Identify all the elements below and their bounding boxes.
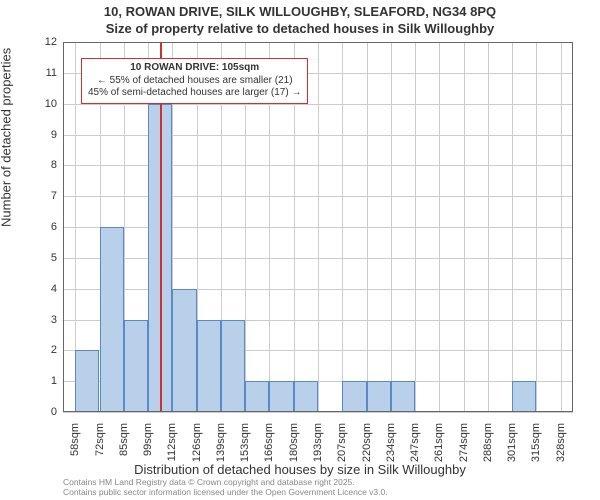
gridline-vertical <box>512 42 513 412</box>
x-tick-label: 288sqm <box>482 423 494 483</box>
y-tick-label: 5 <box>17 252 57 264</box>
x-tick-label: 99sqm <box>142 423 154 483</box>
x-tick-label: 58sqm <box>69 423 81 483</box>
y-tick-label: 7 <box>17 190 57 202</box>
x-tick-label: 301sqm <box>506 423 518 483</box>
y-tick-label: 1 <box>17 375 57 387</box>
x-tick-label: 85sqm <box>118 423 130 483</box>
histogram-bar <box>197 320 221 413</box>
x-tick-label: 166sqm <box>263 423 275 483</box>
x-tick-label: 234sqm <box>385 423 397 483</box>
y-tick-label: 12 <box>17 36 57 48</box>
gridline-vertical <box>561 42 562 412</box>
histogram-bar <box>512 381 536 412</box>
gridline-vertical <box>488 42 489 412</box>
gridline-horizontal <box>63 412 573 413</box>
x-tick-label: 315sqm <box>530 423 542 483</box>
x-tick-label: 193sqm <box>312 423 324 483</box>
gridline-vertical <box>464 42 465 412</box>
histogram-bar <box>367 381 391 412</box>
gridline-vertical <box>342 42 343 412</box>
x-tick-label: 153sqm <box>239 423 251 483</box>
histogram-bar <box>221 320 245 413</box>
chart-root: 10, ROWAN DRIVE, SILK WILLOUGHBY, SLEAFO… <box>0 0 600 500</box>
y-tick-label: 4 <box>17 283 57 295</box>
y-tick-label: 3 <box>17 314 57 326</box>
annotation-line1: 10 ROWAN DRIVE: 105sqm <box>88 62 301 75</box>
x-tick-label: 328sqm <box>555 423 567 483</box>
gridline-vertical <box>391 42 392 412</box>
y-tick-label: 10 <box>17 98 57 110</box>
annotation-line3: 45% of semi-detached houses are larger (… <box>88 87 301 100</box>
histogram-bar <box>100 227 124 412</box>
y-tick-label: 6 <box>17 221 57 233</box>
x-tick-label: 207sqm <box>336 423 348 483</box>
footer-line2: Contains public sector information licen… <box>63 488 388 498</box>
annotation-line2: ← 55% of detached houses are smaller (21… <box>88 75 301 88</box>
y-tick-label: 0 <box>17 406 57 418</box>
gridline-vertical <box>415 42 416 412</box>
plot-area: 10 ROWAN DRIVE: 105sqm← 55% of detached … <box>63 42 573 412</box>
y-tick-label: 9 <box>17 129 57 141</box>
x-tick-label: 274sqm <box>458 423 470 483</box>
x-tick-label: 72sqm <box>94 423 106 483</box>
histogram-bar <box>294 381 318 412</box>
chart-title-line1: 10, ROWAN DRIVE, SILK WILLOUGHBY, SLEAFO… <box>0 4 600 19</box>
histogram-bar <box>342 381 366 412</box>
gridline-vertical <box>367 42 368 412</box>
x-tick-label: 220sqm <box>361 423 373 483</box>
gridline-vertical <box>439 42 440 412</box>
annotation-callout: 10 ROWAN DRIVE: 105sqm← 55% of detached … <box>81 58 308 104</box>
x-tick-label: 247sqm <box>409 423 421 483</box>
histogram-bar <box>269 381 293 412</box>
y-tick-label: 8 <box>17 159 57 171</box>
x-tick-label: 261sqm <box>433 423 445 483</box>
gridline-vertical <box>536 42 537 412</box>
x-tick-label: 180sqm <box>288 423 300 483</box>
histogram-bar <box>75 350 99 412</box>
histogram-bar <box>391 381 415 412</box>
histogram-bar <box>124 320 148 413</box>
gridline-vertical <box>318 42 319 412</box>
x-tick-label: 112sqm <box>166 423 178 483</box>
histogram-bar <box>245 381 269 412</box>
chart-title-line2: Size of property relative to detached ho… <box>0 21 600 36</box>
x-tick-label: 126sqm <box>191 423 203 483</box>
y-axis-label: Number of detached properties <box>0 48 14 227</box>
x-tick-label: 139sqm <box>215 423 227 483</box>
y-tick-label: 11 <box>17 67 57 79</box>
y-tick-label: 2 <box>17 344 57 356</box>
histogram-bar <box>172 289 196 412</box>
